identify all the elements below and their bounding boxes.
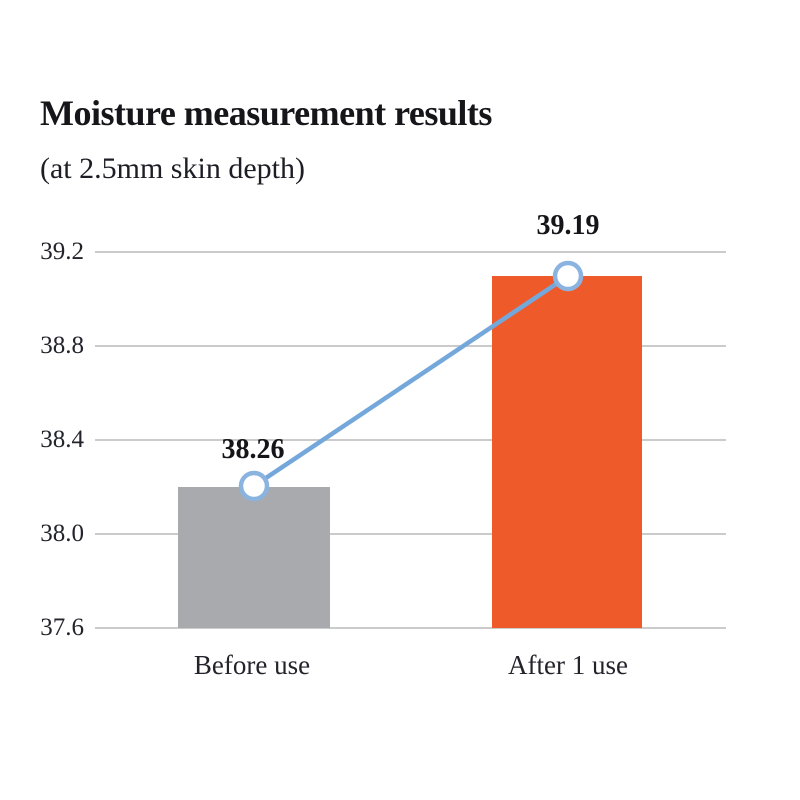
chart-subtitle: (at 2.5mm skin depth): [40, 152, 305, 185]
y-axis-tick-label: 38.8: [40, 332, 84, 359]
trend-line: [252, 274, 570, 488]
bar-after-1-use: [492, 276, 642, 628]
chart-title: Moisture measurement results: [40, 93, 492, 133]
value-label-after-1-use: 39.19: [536, 210, 600, 241]
y-axis-tick-label: 38.0: [40, 520, 84, 547]
gridline: [95, 251, 726, 253]
y-axis-tick-label: 37.6: [40, 614, 84, 641]
y-axis-tick-label: 39.2: [40, 238, 84, 265]
bar-before-use: [178, 487, 330, 628]
gridline: [95, 533, 726, 535]
x-axis-label-after-1-use: After 1 use: [508, 650, 628, 680]
gridline: [95, 345, 726, 347]
gridline: [95, 439, 726, 441]
value-label-before-use: 38.26: [221, 434, 285, 465]
gridline: [95, 627, 726, 629]
marker-after-1-use: [552, 260, 584, 292]
y-axis-tick-label: 38.4: [40, 426, 84, 453]
x-axis-label-before-use: Before use: [193, 650, 311, 680]
marker-before-use: [238, 470, 270, 502]
